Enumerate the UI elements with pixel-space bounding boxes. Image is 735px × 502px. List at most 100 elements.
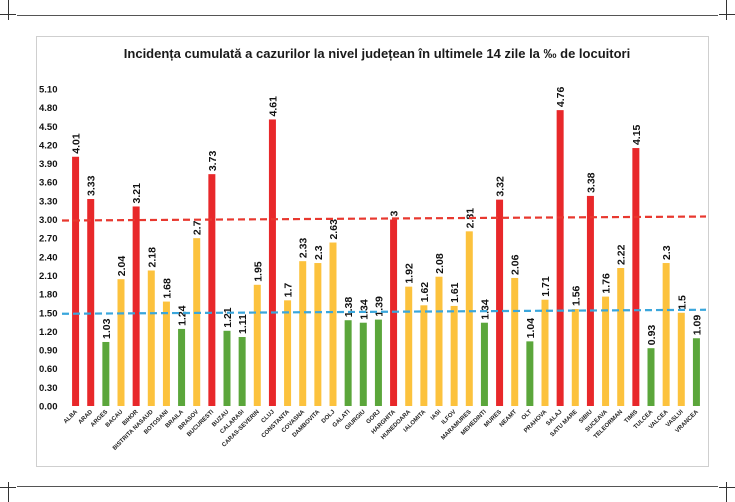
data-label: 1.68 (161, 278, 173, 299)
bar-buzau (223, 330, 231, 406)
data-label: 1.61 (449, 282, 461, 303)
data-label: 4.15 (631, 124, 643, 145)
data-label: 1.24 (177, 305, 189, 326)
data-label: 3.38 (585, 172, 597, 193)
bar-neamt (511, 277, 519, 406)
data-label: 1.71 (540, 276, 552, 297)
data-label: 1.09 (691, 315, 703, 336)
data-label: 2.08 (434, 253, 446, 274)
bar-cluj (268, 119, 276, 407)
threshold-line-upper (61, 215, 707, 222)
bar-vaslui (677, 312, 685, 406)
bar-arges (102, 341, 110, 406)
data-label: 2.04 (116, 256, 128, 277)
y-tick-label: 0.60 (39, 364, 58, 375)
y-tick-label: 4.50 (39, 122, 58, 133)
threshold-lines (61, 215, 707, 315)
data-label: 2.3 (313, 245, 325, 260)
bar-botosani (162, 301, 170, 406)
y-tick-label: 3.30 (39, 196, 58, 207)
y-tick-label: 4.80 (39, 103, 58, 114)
y-axis: 0.00 0.30 0.60 0.90 1.20 1.50 1.80 2.10 2.40 2.70… (39, 85, 58, 413)
data-label: 3.33 (86, 175, 98, 196)
bar-covasna (299, 261, 307, 406)
bar-calarasi (238, 337, 246, 406)
bar-suceava (602, 296, 610, 406)
chart-title: Incidența cumulată a cazurilor la nivel … (124, 46, 630, 61)
data-label: 4.01 (71, 133, 83, 154)
data-label: 1.11 (237, 314, 249, 334)
bar-gorj (374, 319, 382, 406)
y-tick-label: 0.90 (39, 346, 58, 357)
data-label: 1.04 (525, 318, 537, 339)
y-tick-label: 2.10 (39, 271, 58, 282)
y-tick-label: 1.50 (39, 308, 58, 319)
data-label: 2.22 (616, 244, 628, 265)
bar-salaj (556, 110, 564, 406)
data-label: 3.73 (207, 151, 219, 172)
bar-bistrita-nasaud (147, 270, 155, 406)
bar-timis (632, 148, 640, 407)
data-label: 1.03 (101, 318, 113, 339)
y-tick-label: 3.90 (39, 159, 58, 170)
data-label: 2.06 (510, 254, 522, 275)
bar-bihor (132, 206, 140, 406)
bar-teleorman (617, 268, 625, 406)
bar-caras-severin (253, 284, 261, 406)
data-label: 1.34 (358, 299, 370, 320)
y-tick-label: 2.70 (39, 234, 58, 245)
bar-ialomita (420, 305, 428, 406)
data-label: 1.38 (343, 297, 355, 318)
data-label: 2.63 (328, 219, 340, 240)
threshold-line-lower (61, 308, 707, 315)
data-label: 4.61 (267, 96, 279, 117)
y-tick-label: 0.00 (39, 402, 58, 413)
bar-iasi (435, 276, 443, 406)
data-label: 1.76 (601, 273, 613, 294)
bar-mures (496, 199, 504, 406)
data-label: 1.39 (373, 296, 385, 317)
bar-dolj (329, 242, 337, 406)
bar-bucuresti (208, 174, 216, 406)
y-tick-label: 3.00 (39, 215, 58, 226)
data-label: 3.21 (131, 183, 143, 204)
data-label: 1.7 (283, 283, 295, 298)
bar-bacau (117, 279, 125, 406)
bar-alba (72, 156, 80, 406)
y-tick-label: 5.10 (39, 85, 58, 96)
bar-sibiu (586, 195, 594, 406)
y-tick-label: 4.20 (39, 140, 58, 151)
data-label: 2.3 (661, 245, 673, 260)
bars (72, 110, 700, 407)
bar-valcea (662, 263, 670, 406)
data-label: 1.95 (252, 261, 264, 282)
data-label: 3.32 (495, 176, 507, 197)
data-labels: 4.01 3.33 1.03 2.04 3.21 2.181.68 1.24 2.7 3.73 1… (71, 87, 704, 346)
data-label: 1.21 (222, 307, 234, 328)
bar-brasov (193, 238, 201, 406)
bar-prahova (541, 299, 549, 406)
bar-vrancea (692, 338, 700, 406)
bar-olt (526, 341, 534, 406)
data-label: 1.56 (570, 285, 582, 306)
bar-satu-mare (571, 309, 579, 406)
y-tick-label: 1.20 (39, 327, 58, 338)
bar-braila (178, 328, 186, 406)
data-label: 1.34 (479, 299, 491, 320)
data-label: 1.92 (404, 263, 416, 284)
bar-maramures (465, 231, 473, 406)
bar-ilfov (450, 305, 458, 406)
bar-galati (344, 320, 352, 406)
bar-tulcea (647, 348, 655, 406)
data-label: 1.5 (676, 295, 688, 310)
bar-constanta (284, 300, 292, 406)
y-tick-label: 0.30 (39, 383, 58, 394)
data-label: 2.18 (146, 247, 158, 268)
data-label: 3 (389, 211, 401, 217)
bar-hunedoara (405, 286, 413, 406)
data-label: 4.76 (555, 87, 567, 108)
data-label: 1.62 (419, 282, 431, 303)
data-label: 2.7 (192, 220, 204, 235)
